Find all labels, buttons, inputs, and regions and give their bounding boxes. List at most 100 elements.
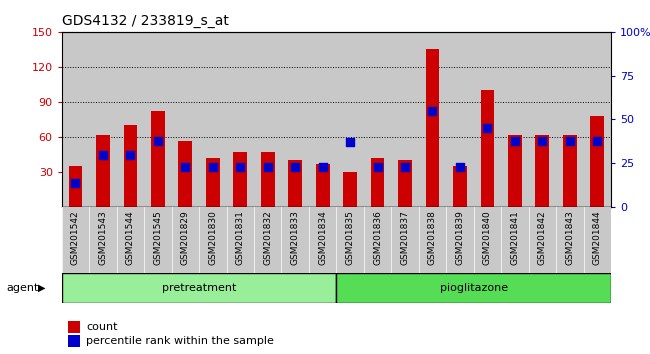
Bar xyxy=(556,207,584,273)
Text: GSM201544: GSM201544 xyxy=(126,210,135,265)
Bar xyxy=(62,32,89,207)
Bar xyxy=(528,32,556,207)
Bar xyxy=(117,32,144,207)
Bar xyxy=(337,32,364,207)
Bar xyxy=(508,135,522,207)
Bar xyxy=(89,32,117,207)
Bar xyxy=(370,158,384,207)
Text: GSM201833: GSM201833 xyxy=(291,210,300,265)
Bar xyxy=(261,152,274,207)
Bar xyxy=(62,273,337,303)
Text: percentile rank within the sample: percentile rank within the sample xyxy=(86,336,274,346)
Text: GSM201840: GSM201840 xyxy=(483,210,492,265)
Point xyxy=(455,164,465,170)
Point xyxy=(235,164,246,170)
Bar xyxy=(227,207,254,273)
Bar xyxy=(364,32,391,207)
Bar xyxy=(501,32,528,207)
Text: GSM201832: GSM201832 xyxy=(263,210,272,265)
Bar xyxy=(480,90,494,207)
Bar xyxy=(343,172,357,207)
Bar xyxy=(584,207,611,273)
Bar xyxy=(474,207,501,273)
Text: GSM201835: GSM201835 xyxy=(346,210,355,265)
Bar xyxy=(590,116,604,207)
Text: agent: agent xyxy=(6,282,39,293)
Point xyxy=(290,164,300,170)
Point xyxy=(125,152,136,157)
Bar xyxy=(528,207,556,273)
Text: GSM201542: GSM201542 xyxy=(71,210,80,265)
Bar xyxy=(281,207,309,273)
Point xyxy=(70,180,81,185)
Text: GSM201843: GSM201843 xyxy=(566,210,575,265)
Bar xyxy=(124,125,137,207)
Bar xyxy=(563,135,577,207)
Point xyxy=(400,164,410,170)
Text: GSM201545: GSM201545 xyxy=(153,210,162,265)
Point xyxy=(263,164,273,170)
Bar xyxy=(474,32,501,207)
Bar xyxy=(69,166,83,207)
Point xyxy=(180,164,190,170)
Bar xyxy=(151,111,164,207)
Text: GSM201830: GSM201830 xyxy=(208,210,217,265)
Bar xyxy=(281,32,309,207)
Point xyxy=(317,164,328,170)
Text: GSM201842: GSM201842 xyxy=(538,210,547,265)
Bar xyxy=(419,32,446,207)
Point xyxy=(153,138,163,143)
Bar xyxy=(144,32,172,207)
Bar xyxy=(337,273,611,303)
Bar xyxy=(584,32,611,207)
Bar xyxy=(179,141,192,207)
Bar xyxy=(227,32,254,207)
Text: pioglitazone: pioglitazone xyxy=(439,282,508,293)
Text: GSM201831: GSM201831 xyxy=(236,210,245,265)
Point xyxy=(510,138,520,143)
Point xyxy=(207,164,218,170)
Point xyxy=(427,108,437,114)
Point xyxy=(372,164,383,170)
Bar xyxy=(453,166,467,207)
Bar xyxy=(391,207,419,273)
Bar xyxy=(199,207,227,273)
Point xyxy=(345,139,356,145)
Bar xyxy=(117,207,144,273)
Bar xyxy=(398,160,412,207)
Bar xyxy=(172,207,199,273)
Text: GSM201829: GSM201829 xyxy=(181,210,190,265)
Point xyxy=(537,138,547,143)
Text: GSM201839: GSM201839 xyxy=(456,210,465,265)
Bar xyxy=(309,32,337,207)
Bar xyxy=(254,207,281,273)
Text: GSM201838: GSM201838 xyxy=(428,210,437,265)
Bar xyxy=(96,135,110,207)
Text: ▶: ▶ xyxy=(38,282,46,293)
Bar xyxy=(419,207,446,273)
Bar xyxy=(536,135,549,207)
Bar xyxy=(144,207,172,273)
Bar xyxy=(556,32,584,207)
Text: GSM201543: GSM201543 xyxy=(98,210,107,265)
Text: count: count xyxy=(86,322,118,332)
Bar xyxy=(309,207,337,273)
Text: GSM201836: GSM201836 xyxy=(373,210,382,265)
Bar xyxy=(337,207,364,273)
Bar xyxy=(446,207,474,273)
Bar xyxy=(89,207,117,273)
Bar xyxy=(206,158,220,207)
Bar xyxy=(233,152,247,207)
Bar xyxy=(289,160,302,207)
Point xyxy=(482,125,493,131)
Bar xyxy=(446,32,474,207)
Bar xyxy=(391,32,419,207)
Text: GSM201844: GSM201844 xyxy=(593,210,602,265)
Point xyxy=(565,138,575,143)
Text: GSM201834: GSM201834 xyxy=(318,210,327,265)
Point xyxy=(592,138,603,143)
Bar xyxy=(254,32,281,207)
Bar xyxy=(316,164,330,207)
Bar xyxy=(172,32,199,207)
Bar xyxy=(364,207,391,273)
